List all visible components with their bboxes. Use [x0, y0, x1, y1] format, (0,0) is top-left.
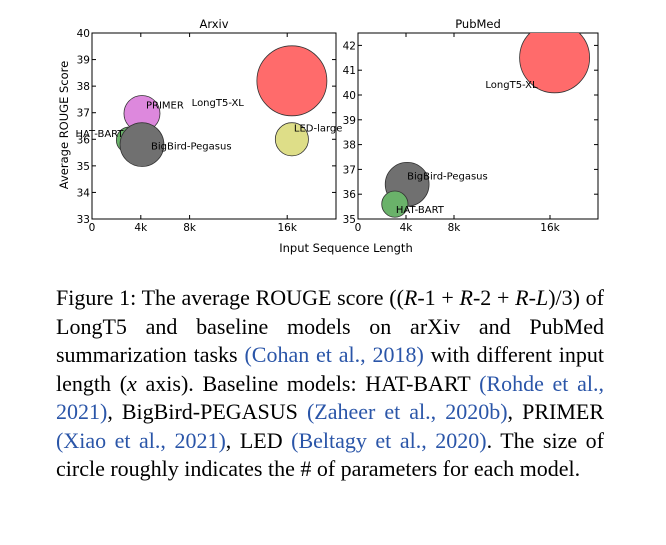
- y-tick-label: 39: [77, 55, 90, 67]
- citation-link[interactable]: (Rohde et al., 2021): [56, 370, 604, 425]
- citation-link[interactable]: (Zaheer et al., 2020b): [306, 399, 508, 424]
- caption-text: , BigBird-PEGASUS: [107, 399, 307, 424]
- x-tick-label: 8k: [448, 222, 462, 234]
- caption-text: -1 +: [417, 285, 460, 310]
- y-tick-label: 40: [343, 90, 356, 102]
- data-label: PRIMER: [146, 101, 184, 112]
- caption-text: with different input length (: [56, 342, 605, 396]
- y-tick-label: 35: [77, 161, 90, 173]
- caption-math: R: [459, 285, 473, 310]
- y-tick-label: 40: [77, 28, 90, 40]
- caption-text: -: [528, 285, 536, 310]
- x-tick-label: 16k: [277, 222, 297, 234]
- y-tick-label: 37: [77, 108, 90, 120]
- data-point-led-large: [274, 122, 309, 157]
- plot-frame: [91, 32, 337, 220]
- x-tick-label: 8k: [183, 222, 197, 234]
- caption-text: )/3) of LongT5 and baseline models on ar…: [56, 285, 604, 367]
- caption-text: , LED: [225, 427, 292, 453]
- x-tick-label: 0: [355, 222, 362, 234]
- x-tick-label: 4k: [400, 222, 414, 234]
- x-tick-label: 4k: [134, 222, 148, 234]
- panel-title: PubMed: [455, 17, 501, 31]
- caption-math: L: [535, 285, 549, 310]
- data-label: HAT-BART: [75, 129, 124, 140]
- y-tick-label: 41: [343, 65, 356, 77]
- caption-text: -2 +: [472, 285, 516, 310]
- citation-link[interactable]: (Beltagy et al., 2020): [291, 427, 487, 453]
- panel-title: Arxiv: [199, 17, 228, 31]
- y-tick-label: 36: [343, 189, 357, 201]
- pubmed-panel: PubMed 0 4k 8k 16k 35 36 37 38 39 40 41 42 LongT5-XL B…: [343, 17, 599, 234]
- data-label: LongT5-XL: [485, 80, 538, 91]
- citation-link[interactable]: (Xiao et al., 2021): [56, 427, 226, 453]
- y-tick-label: 36: [77, 134, 91, 146]
- data-point-longt5-xl: [256, 45, 328, 117]
- data-label: BigBird-Pegasus: [407, 171, 488, 182]
- y-tick-label: 37: [343, 164, 356, 176]
- caption-text: Figure 1: The average ROUGE score ((: [56, 285, 404, 310]
- x-tick-label: 16k: [540, 222, 560, 234]
- y-tick-label: 38: [77, 81, 90, 93]
- data-label: LED-large: [294, 123, 343, 134]
- citation-link[interactable]: (Cohan et al., 2018): [244, 342, 424, 367]
- data-point-bigbird-pegasus: [119, 122, 165, 167]
- caption-text: axis). Baseline models: HAT-BART: [136, 370, 480, 396]
- data-label: LongT5-XL: [192, 98, 245, 109]
- y-tick-label: 33: [77, 214, 90, 226]
- caption-math: x: [127, 370, 137, 396]
- x-tick-label: 0: [89, 222, 96, 234]
- y-tick-label: 34: [77, 187, 91, 199]
- y-tick-label: 42: [343, 40, 356, 52]
- data-label: HAT-BART: [396, 205, 445, 216]
- data-point-longt5-xl: [519, 33, 590, 94]
- y-tick-label: 39: [343, 115, 356, 127]
- y-axis-label: Average ROUGE Score: [57, 61, 71, 189]
- y-tick-label: 38: [343, 140, 356, 152]
- data-label: BigBird-Pegasus: [151, 142, 232, 153]
- arxiv-panel: Arxiv 0 4k 8k 16k 33 34 35 36 37 38 39 40 PRIMER LongT…: [75, 17, 342, 234]
- caption-math: R: [403, 285, 418, 310]
- caption-math: R: [515, 285, 529, 310]
- y-tick-label: 35: [343, 214, 356, 226]
- plot-frame: [357, 32, 599, 220]
- figure-caption: Figure 1: The average ROUGE score ((R-1 …: [56, 284, 604, 484]
- caption-text: . The size of circle roughly indicates t…: [56, 427, 604, 482]
- x-axis-label: Input Sequence Length: [279, 241, 412, 255]
- caption-text: , PRIMER: [507, 399, 604, 424]
- data-point-hat-bart: [381, 190, 409, 218]
